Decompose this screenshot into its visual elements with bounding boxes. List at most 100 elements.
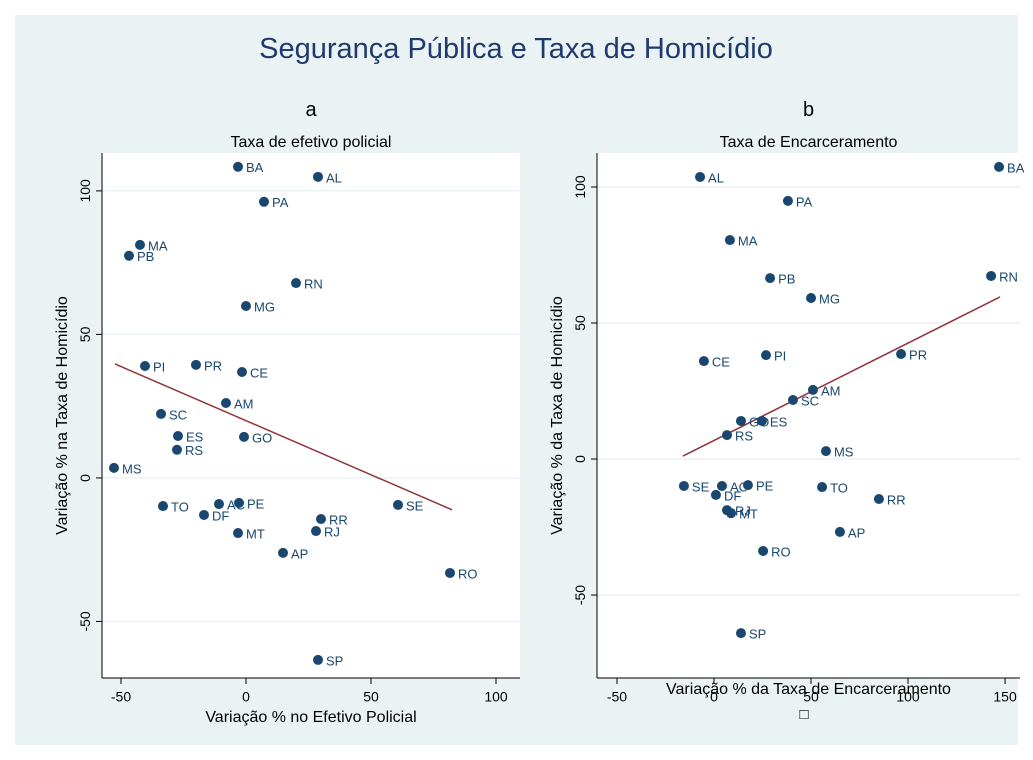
point <box>173 431 183 442</box>
point <box>237 367 247 378</box>
point-label: AL <box>326 170 342 185</box>
point-label: SC <box>801 393 819 408</box>
point <box>156 408 166 419</box>
point-label: PB <box>778 272 795 287</box>
point <box>234 497 244 508</box>
point-label: SC <box>169 407 187 422</box>
point <box>994 161 1005 172</box>
y-tick-label: 50 <box>572 315 588 331</box>
point-label: RR <box>887 492 906 507</box>
point <box>678 480 689 491</box>
point-label: GO <box>252 430 272 445</box>
x-tick-label: 0 <box>242 689 250 705</box>
point-label: DF <box>212 508 229 523</box>
fit-line <box>682 296 1001 457</box>
point <box>313 171 323 182</box>
point <box>124 250 134 261</box>
point-label: MA <box>148 238 168 253</box>
point-label: MS <box>834 445 854 460</box>
point-label: PE <box>756 479 774 494</box>
point <box>695 171 706 182</box>
point-label: PE <box>247 496 265 511</box>
x-tick-label: -50 <box>111 689 131 705</box>
y-tick-label: -50 <box>572 585 588 605</box>
point-label: SE <box>692 479 710 494</box>
x-tick-label: 50 <box>803 689 819 705</box>
point <box>817 482 828 493</box>
point-label: ES <box>186 429 204 444</box>
y-tick-label: 100 <box>77 179 93 203</box>
point <box>221 398 231 409</box>
panel-label: a <box>305 99 317 121</box>
point <box>782 195 793 206</box>
point <box>241 300 251 311</box>
point <box>278 547 288 558</box>
x-tick-label: 50 <box>363 689 379 705</box>
point-label: AL <box>708 170 724 185</box>
point <box>233 161 243 172</box>
point-label: TO <box>171 499 189 514</box>
point <box>716 480 727 491</box>
x-axis-label: Variação % no Efetivo Policial <box>205 709 416 726</box>
point-label: RJ <box>735 504 751 519</box>
point <box>807 384 818 395</box>
note: □ <box>799 706 808 723</box>
point <box>316 513 326 524</box>
y-tick-label: -50 <box>77 611 93 631</box>
point-label: MG <box>819 291 840 306</box>
x-axis-label: Variação % da Taxa de Encarceramento <box>666 681 951 698</box>
x-tick-label: 100 <box>484 689 508 705</box>
point <box>199 509 209 520</box>
point-label: AP <box>848 525 865 540</box>
point <box>191 359 201 370</box>
y-tick-label: 0 <box>572 455 588 463</box>
point <box>724 235 735 246</box>
point-label: MA <box>738 233 758 248</box>
point <box>765 273 776 284</box>
point <box>742 480 753 491</box>
x-tick-label: 100 <box>896 689 920 705</box>
x-tick-label: 150 <box>993 689 1017 705</box>
point <box>445 567 455 578</box>
point <box>239 431 249 442</box>
point <box>140 360 150 371</box>
point-label: SP <box>749 627 766 642</box>
point <box>756 415 767 426</box>
point-label: MG <box>254 299 275 314</box>
point <box>986 270 997 281</box>
point <box>761 350 772 361</box>
point <box>722 430 733 441</box>
point <box>109 462 119 473</box>
point-label: PA <box>796 194 813 209</box>
point-label: PA <box>272 195 289 210</box>
point <box>735 415 746 426</box>
point-label: MT <box>246 526 265 541</box>
subtitle: Taxa de Encarceramento <box>720 134 898 151</box>
point-label: BA <box>1007 160 1025 175</box>
point <box>758 545 769 556</box>
point <box>873 494 884 505</box>
point <box>259 196 269 207</box>
point-label: RJ <box>324 524 340 539</box>
point-label: CE <box>712 355 730 370</box>
point-label: CE <box>250 365 268 380</box>
x-tick-label: -50 <box>607 689 627 705</box>
point-label: SP <box>326 653 343 668</box>
point-label: AM <box>821 383 841 398</box>
chart-title: Segurança Pública e Taxa de Homicídio <box>259 33 773 65</box>
point-label: PR <box>909 347 927 362</box>
point-label: AM <box>234 396 254 411</box>
point <box>834 526 845 537</box>
point-label: DF <box>724 488 741 503</box>
point-label: TO <box>830 480 848 495</box>
point-label: PR <box>204 358 222 373</box>
point-label: PI <box>774 349 786 364</box>
point <box>820 446 831 457</box>
y-tick-label: 50 <box>77 326 93 342</box>
point <box>172 444 182 455</box>
point-label: MS <box>122 461 142 476</box>
point-label: RS <box>185 443 203 458</box>
point <box>291 278 301 289</box>
point <box>698 356 709 367</box>
